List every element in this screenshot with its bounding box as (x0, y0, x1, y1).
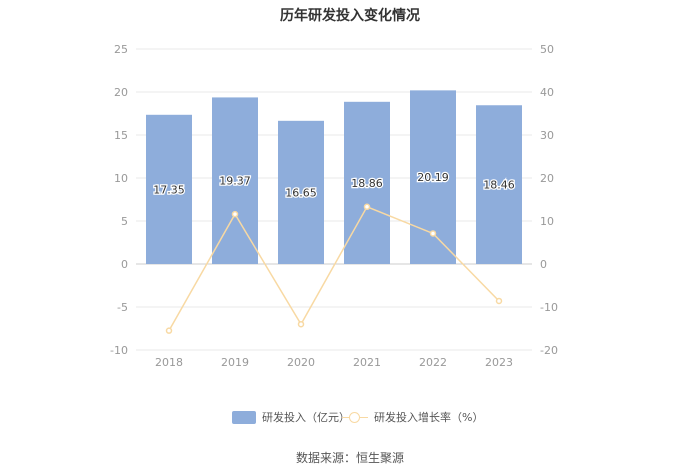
legend-line-series[interactable]: 研发投入增长率（%） (342, 409, 483, 425)
legend-line-label: 研发投入增长率（%） (374, 411, 484, 424)
right-axis-tick-label: 10 (540, 215, 554, 228)
left-axis-tick-label: -10 (110, 344, 128, 357)
left-axis-tick-label: -5 (117, 301, 128, 314)
right-axis-tick-label: 0 (540, 258, 547, 271)
bar-value-label: 20.19 (417, 171, 449, 184)
legend-bar-series[interactable]: 研发投入（亿元） (232, 409, 350, 425)
legend-line-swatch (342, 411, 368, 424)
left-axis-tick-label: 25 (114, 43, 128, 56)
left-axis-tick-label: 15 (114, 129, 128, 142)
source-note: 数据来源：恒生聚源 (295, 451, 404, 465)
bar (212, 97, 258, 264)
x-axis-tick-label: 2023 (485, 356, 513, 369)
growth-rate-point (297, 320, 305, 328)
growth-rate-point (165, 327, 173, 334)
bar-value-label: 18.46 (483, 179, 515, 192)
legend-bar-swatch (232, 410, 256, 424)
bar (278, 120, 324, 264)
bar-value-label: 16.65 (285, 186, 317, 199)
left-axis-tick-label: 5 (121, 215, 128, 228)
right-axis-tick-label: 50 (540, 43, 554, 56)
left-axis-tick-label: 20 (114, 86, 128, 99)
right-axis-tick-label: -10 (540, 301, 558, 314)
x-axis-tick-label: 2021 (353, 356, 381, 369)
x-axis-tick-label: 2019 (221, 356, 249, 369)
bar (146, 114, 192, 264)
bar-value-label: 19.37 (219, 175, 251, 188)
bar (476, 105, 522, 264)
x-axis-tick-label: 2018 (155, 356, 183, 369)
bar-value-label: 18.86 (351, 177, 383, 190)
x-axis-tick-label: 2020 (287, 356, 315, 369)
x-axis-tick-label: 2022 (419, 356, 447, 369)
bar-value-label: 17.35 (153, 183, 185, 196)
right-axis-tick-label: -20 (540, 344, 558, 357)
bar (344, 101, 390, 264)
right-axis-tick-label: 40 (540, 86, 554, 99)
left-axis-tick-label: 10 (114, 172, 128, 185)
growth-rate-point (363, 203, 371, 211)
growth-rate-line (168, 205, 500, 332)
growth-rate-point (429, 230, 437, 237)
growth-rate-point (231, 210, 239, 218)
left-axis-tick-label: 0 (121, 258, 128, 271)
legend-bar-label: 研发投入（亿元） (262, 411, 350, 424)
growth-rate-point (495, 297, 503, 305)
right-axis-tick-label: 30 (540, 129, 554, 142)
right-axis-tick-label: 20 (540, 172, 554, 185)
chart-title: 历年研发投入变化情况 (280, 8, 420, 24)
